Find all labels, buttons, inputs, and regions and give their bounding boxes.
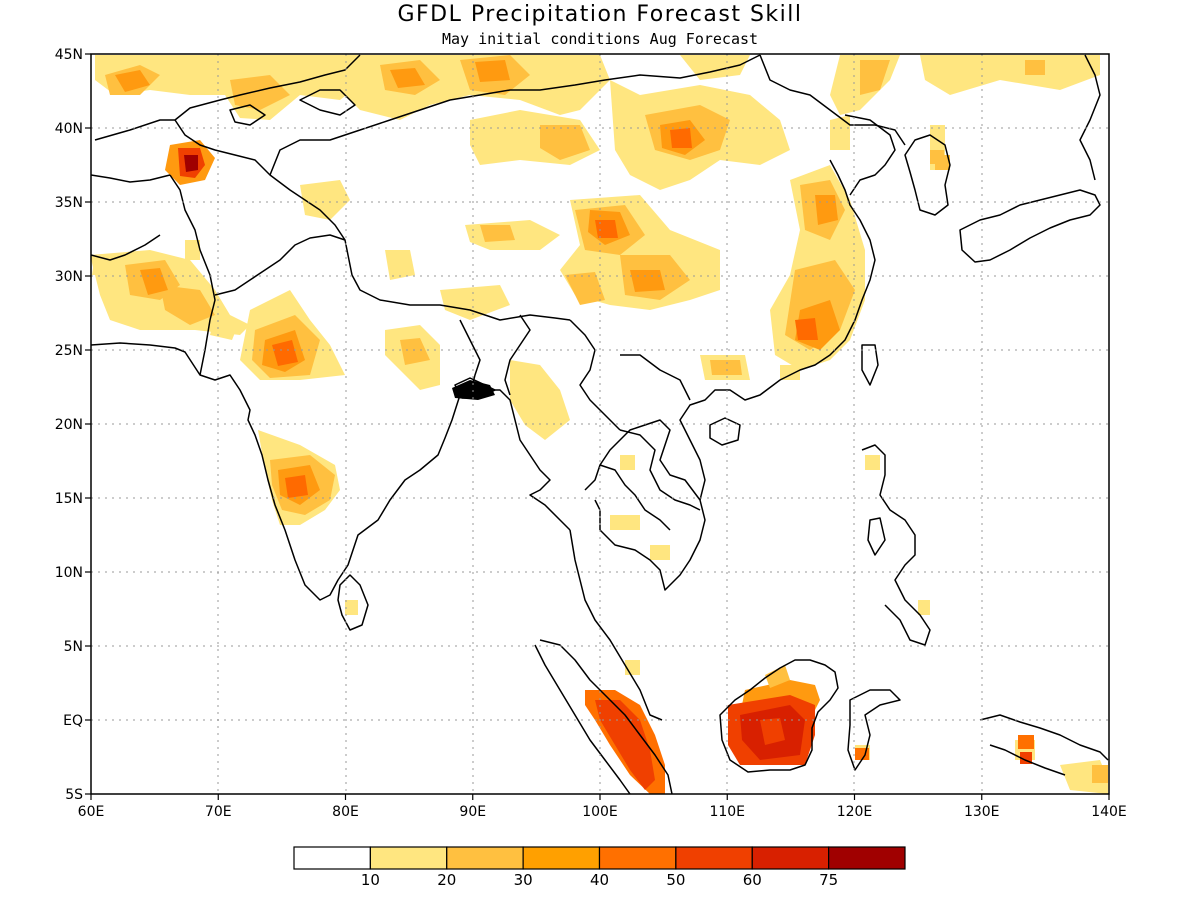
latitude-axis: 5S EQ 5N 10N 15N 20N 25N 30N 35N 40N 45N <box>55 47 91 803</box>
plot-frame <box>90 53 1110 795</box>
afghanistan-skill <box>165 140 215 185</box>
lat-tick-label: 45N <box>55 47 83 63</box>
lon-tick-label: 140E <box>1091 804 1127 820</box>
lon-tick-label: 60E <box>78 804 105 820</box>
colorbar-swatch <box>828 846 906 870</box>
colorbar-label: 75 <box>819 871 838 889</box>
coastlines <box>91 54 1109 794</box>
colorbar-swatch <box>369 846 448 870</box>
colorbar-swatch <box>675 846 753 870</box>
colorbar-swatch <box>522 846 601 870</box>
colorbar-label: 30 <box>514 871 533 889</box>
grid-lines <box>91 54 1109 794</box>
lon-tick-label: 90E <box>459 804 486 820</box>
colorbar-label: 10 <box>361 871 380 889</box>
lat-tick-label: 10N <box>55 565 83 581</box>
lon-tick-label: 70E <box>205 804 232 820</box>
lat-tick-label: EQ <box>63 713 83 729</box>
colorbar-swatch <box>446 846 524 870</box>
sumatra-skill <box>585 690 665 794</box>
lon-tick-label: 120E <box>837 804 873 820</box>
lat-tick-label: 15N <box>55 491 83 507</box>
lat-tick-label: 30N <box>55 269 83 285</box>
colorbar-label: 40 <box>590 871 609 889</box>
lat-tick-label: 35N <box>55 195 83 211</box>
lon-tick-label: 80E <box>332 804 359 820</box>
colorbar: 10 20 30 40 50 60 75 <box>293 846 906 889</box>
lon-tick-label: 110E <box>709 804 745 820</box>
colorbar-label: 60 <box>743 871 762 889</box>
colorbar-swatch <box>293 846 371 870</box>
lat-tick-label: 5S <box>65 787 83 803</box>
colorbar-label: 20 <box>437 871 456 889</box>
skill-shading <box>91 55 1108 794</box>
lon-tick-label: 130E <box>964 804 1000 820</box>
lat-tick-label: 5N <box>64 639 83 655</box>
lat-tick-label: 40N <box>55 121 83 137</box>
longitude-axis: 60E 70E 80E 90E 100E 110E 120E 130E 140E <box>78 794 1127 820</box>
lat-tick-label: 25N <box>55 343 83 359</box>
map-subtitle: May initial conditions Aug Forecast <box>442 30 758 48</box>
lat-tick-label: 20N <box>55 417 83 433</box>
borneo-skill <box>728 665 820 765</box>
colorbar-swatch <box>751 846 830 870</box>
map-title: GFDL Precipitation Forecast Skill <box>397 2 802 27</box>
colorbar-swatch <box>598 846 677 870</box>
colorbar-label: 50 <box>666 871 685 889</box>
lon-tick-label: 100E <box>582 804 618 820</box>
